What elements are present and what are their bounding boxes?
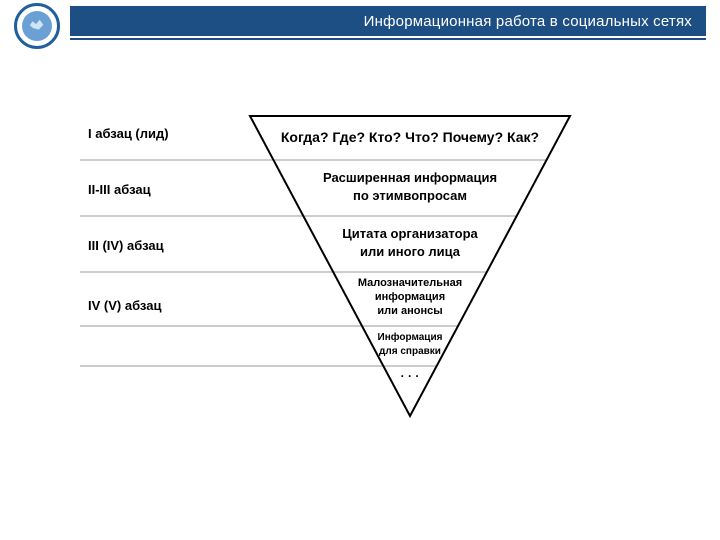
page-title: Информационная работа в социальных сетях	[364, 13, 692, 30]
left-label: IV (V) абзац	[88, 298, 161, 313]
logo-globe	[22, 11, 52, 41]
segment-text: информация	[375, 291, 445, 303]
logo-ring	[14, 3, 60, 49]
segment-text: по этимвопросам	[353, 188, 467, 203]
logo	[14, 3, 60, 49]
header-bar: Информационная работа в социальных сетях	[70, 6, 706, 36]
segment-text: Информация	[378, 331, 443, 343]
segment-text: · · ·	[401, 369, 420, 383]
segment-text: Цитата организатора	[342, 226, 478, 241]
segment-text: или анонсы	[377, 305, 442, 317]
left-label: I абзац (лид)	[88, 126, 169, 141]
pyramid-svg: I абзац (лид) Когда? Где? Кто? Что? Почем…	[80, 104, 640, 444]
segment-text: для справки	[379, 346, 441, 357]
left-label: II-III абзац	[88, 182, 151, 197]
segment-text: Когда? Где? Кто? Что? Почему? Как?	[281, 129, 539, 145]
left-label: III (IV) абзац	[88, 238, 164, 253]
segment-text: Расширенная информация	[323, 170, 497, 185]
segment-text: или иного лица	[360, 244, 461, 259]
segment-text: Малозначительная	[358, 277, 462, 289]
header-underline	[70, 38, 706, 40]
page: Информационная работа в социальных сетях…	[0, 0, 720, 540]
inverted-pyramid-diagram: I абзац (лид) Когда? Где? Кто? Что? Почем…	[80, 104, 640, 444]
